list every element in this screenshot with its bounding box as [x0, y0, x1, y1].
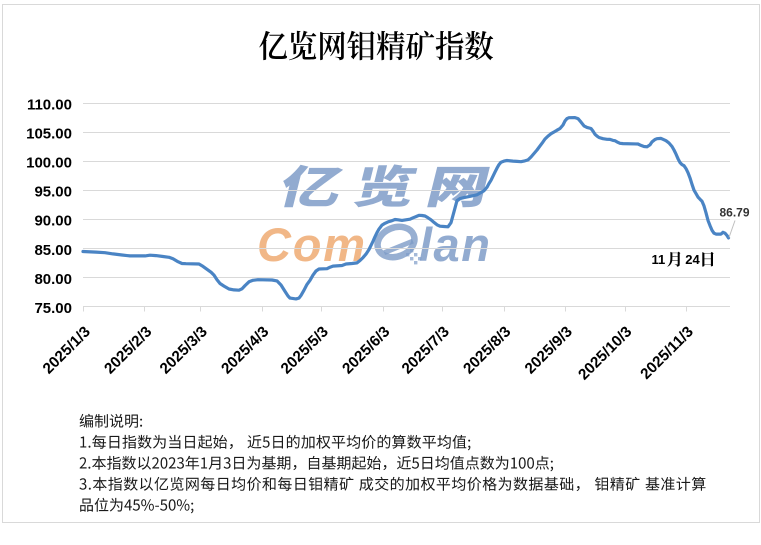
svg-text:lan: lan [419, 218, 491, 271]
svg-text:11: 11 [652, 252, 666, 267]
svg-text:75.00: 75.00 [34, 300, 72, 317]
svg-text:80.00: 80.00 [34, 271, 72, 288]
svg-text:24: 24 [685, 252, 700, 267]
svg-text:110.00: 110.00 [27, 96, 72, 113]
svg-text:85.00: 85.00 [34, 242, 72, 259]
svg-text:95.00: 95.00 [34, 184, 72, 201]
svg-text:105.00: 105.00 [26, 126, 72, 143]
svg-text:100.00: 100.00 [26, 155, 72, 172]
svg-text:86.79: 86.79 [719, 206, 749, 220]
svg-text:Com: Com [257, 218, 367, 271]
svg-text:90.00: 90.00 [34, 213, 72, 230]
